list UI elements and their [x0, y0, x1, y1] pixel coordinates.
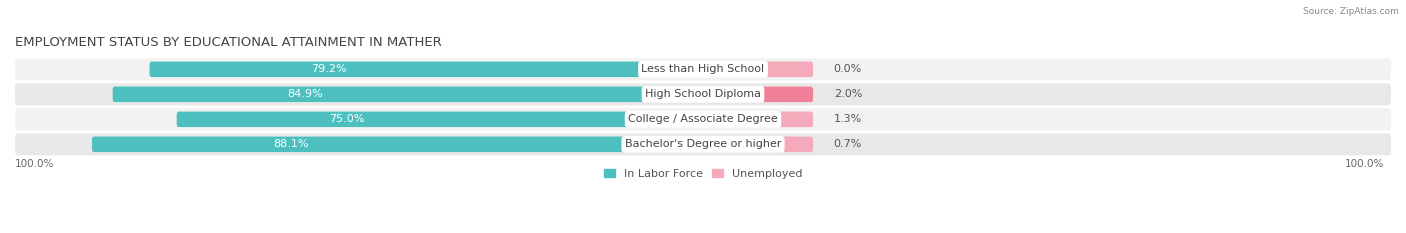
- Text: Less than High School: Less than High School: [641, 64, 765, 74]
- FancyBboxPatch shape: [15, 108, 1391, 130]
- Text: 100.0%: 100.0%: [15, 159, 55, 169]
- Text: 0.0%: 0.0%: [834, 64, 862, 74]
- FancyBboxPatch shape: [15, 58, 1391, 80]
- Text: Source: ZipAtlas.com: Source: ZipAtlas.com: [1303, 7, 1399, 16]
- Text: Bachelor's Degree or higher: Bachelor's Degree or higher: [624, 139, 782, 149]
- Text: 84.9%: 84.9%: [287, 89, 322, 99]
- FancyBboxPatch shape: [91, 137, 662, 152]
- Text: College / Associate Degree: College / Associate Degree: [628, 114, 778, 124]
- FancyBboxPatch shape: [15, 133, 1391, 155]
- Legend: In Labor Force, Unemployed: In Labor Force, Unemployed: [599, 164, 807, 183]
- Text: 88.1%: 88.1%: [274, 139, 309, 149]
- Text: 75.0%: 75.0%: [329, 114, 364, 124]
- FancyBboxPatch shape: [744, 62, 813, 77]
- Text: 0.7%: 0.7%: [834, 139, 862, 149]
- FancyBboxPatch shape: [744, 137, 813, 152]
- FancyBboxPatch shape: [744, 112, 813, 127]
- Text: 79.2%: 79.2%: [311, 64, 347, 74]
- FancyBboxPatch shape: [177, 112, 662, 127]
- FancyBboxPatch shape: [744, 87, 813, 102]
- Text: 100.0%: 100.0%: [1344, 159, 1384, 169]
- Text: 2.0%: 2.0%: [834, 89, 862, 99]
- FancyBboxPatch shape: [112, 87, 662, 102]
- FancyBboxPatch shape: [15, 83, 1391, 105]
- FancyBboxPatch shape: [149, 62, 662, 77]
- Text: EMPLOYMENT STATUS BY EDUCATIONAL ATTAINMENT IN MATHER: EMPLOYMENT STATUS BY EDUCATIONAL ATTAINM…: [15, 36, 441, 49]
- Text: High School Diploma: High School Diploma: [645, 89, 761, 99]
- Text: 1.3%: 1.3%: [834, 114, 862, 124]
